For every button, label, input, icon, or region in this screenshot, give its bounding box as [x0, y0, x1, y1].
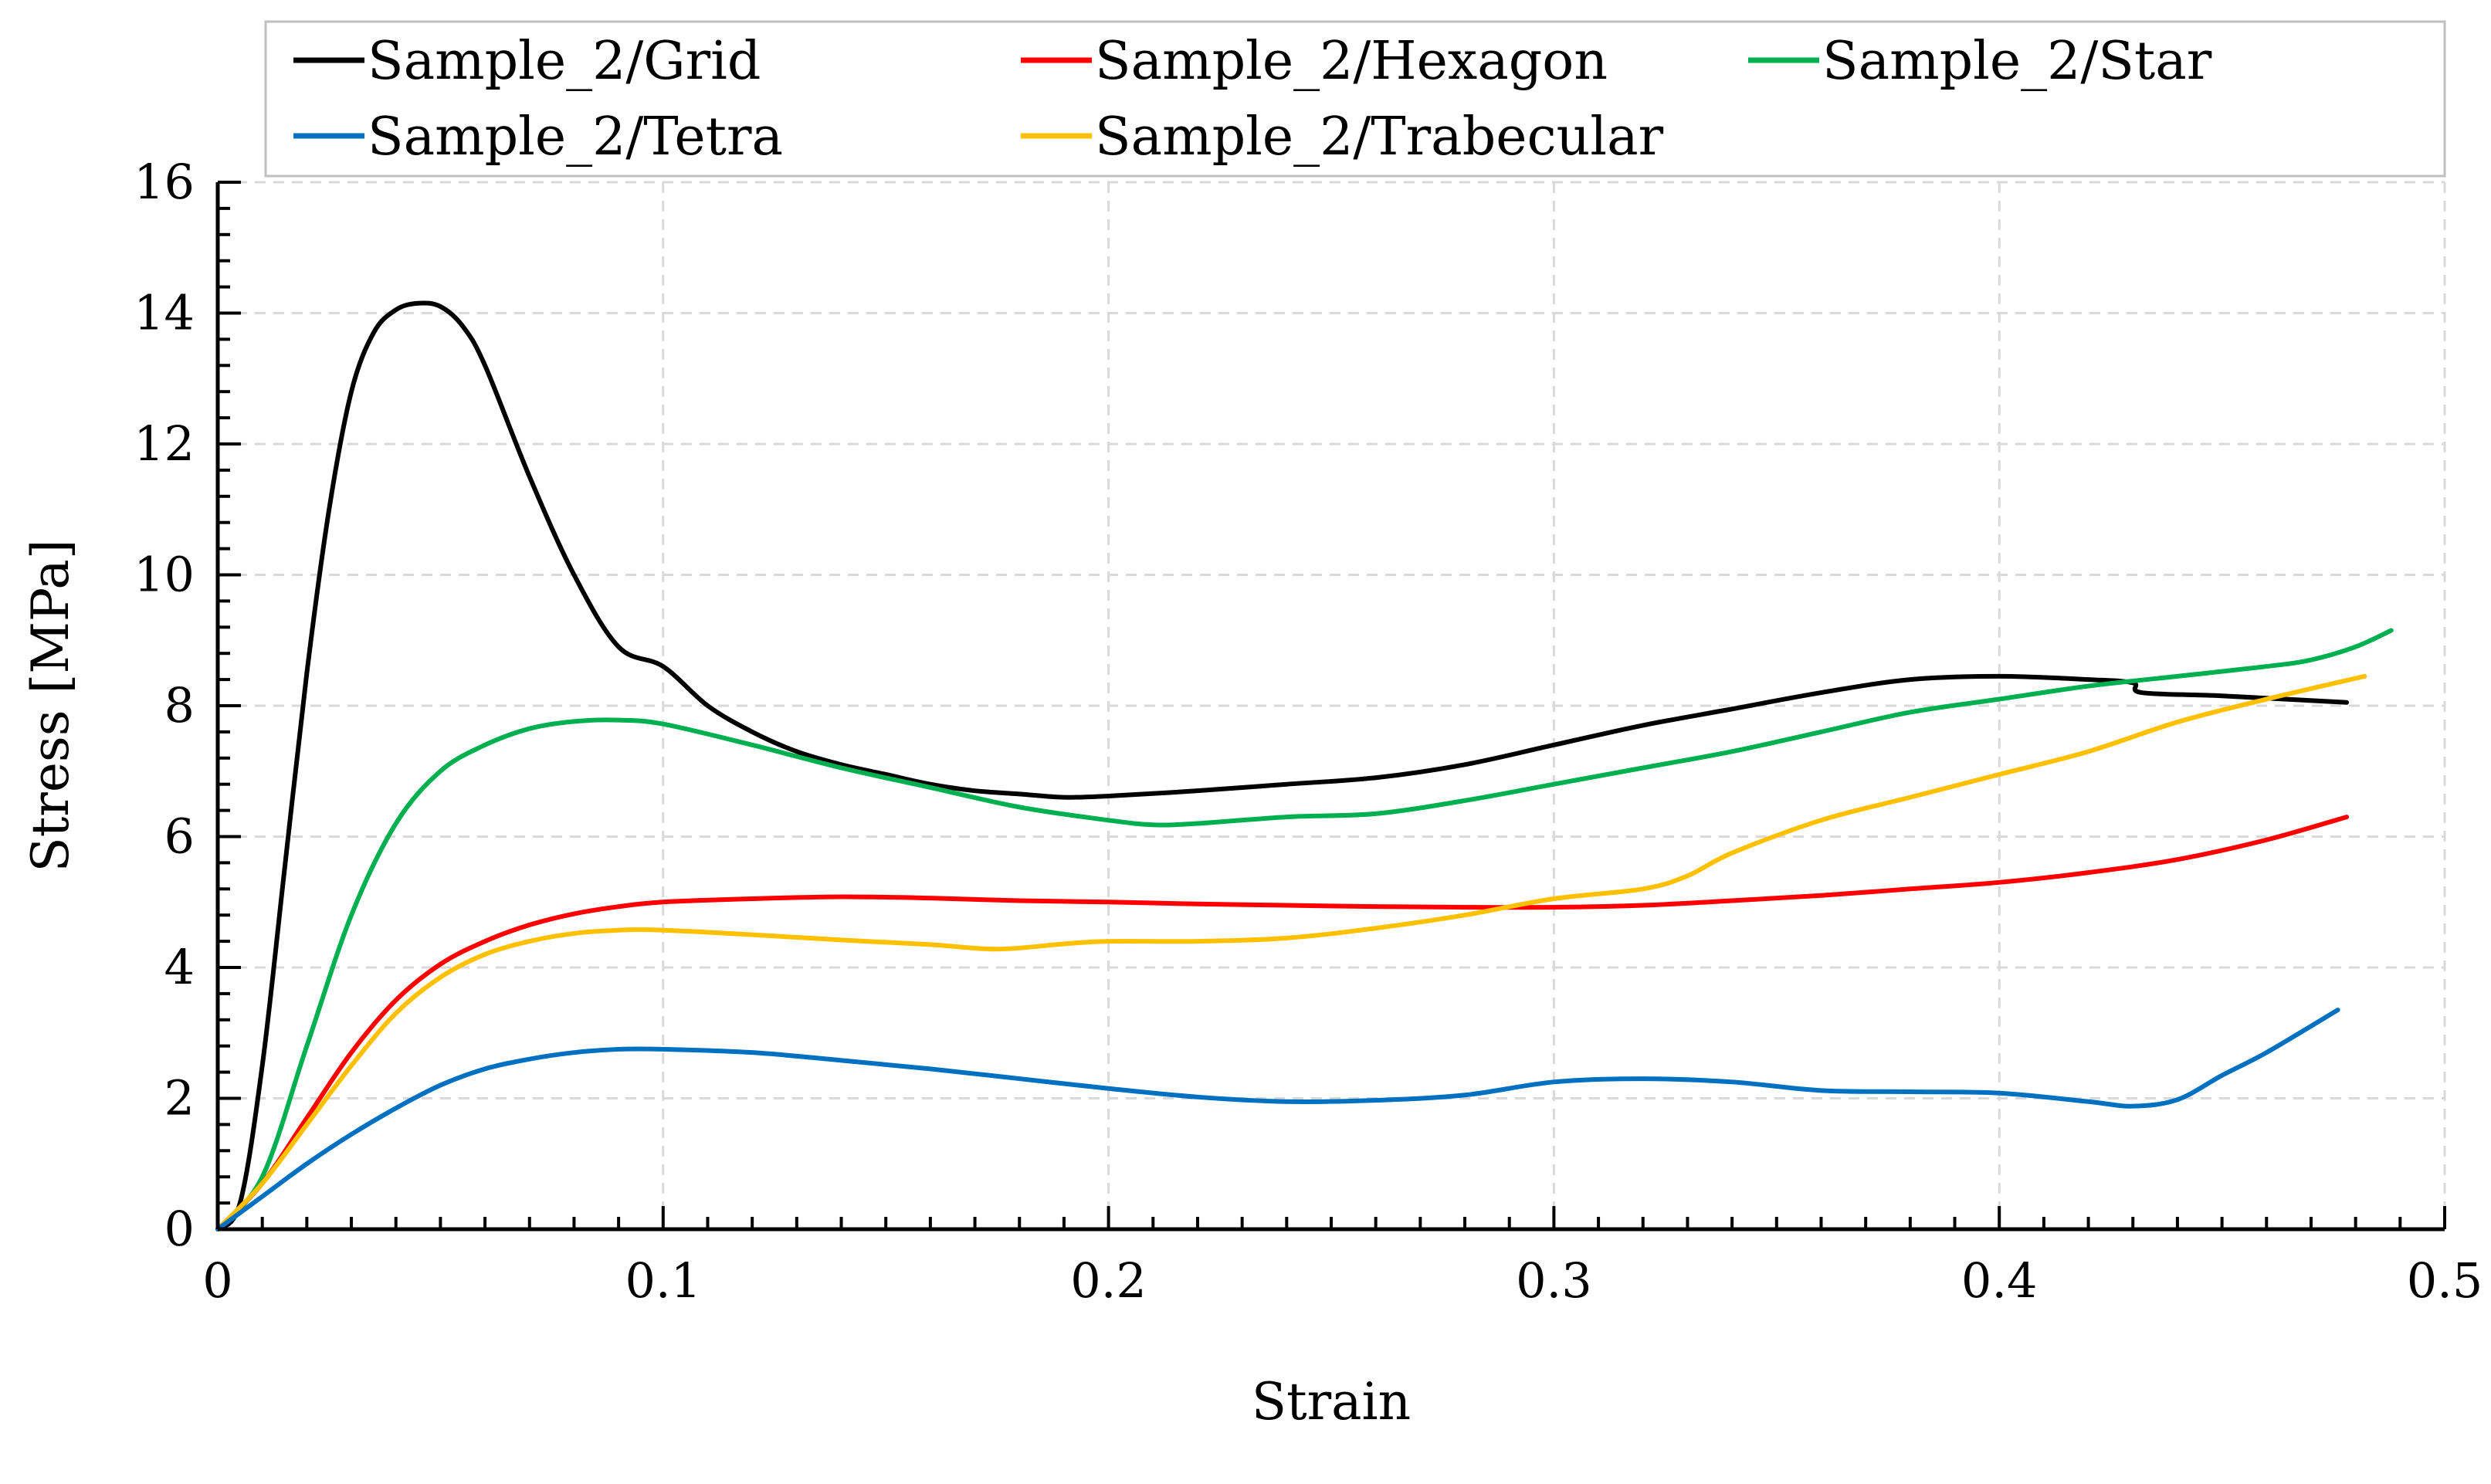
x-tick-label: 0.3	[1516, 1252, 1592, 1309]
series-lines	[215, 300, 2394, 1232]
series-line-tetra	[215, 1008, 2340, 1232]
x-tick-label: 0	[202, 1252, 232, 1309]
y-tick-label: 2	[164, 1070, 195, 1127]
y-tick-label: 0	[164, 1201, 195, 1257]
y-tick-label: 4	[164, 939, 195, 995]
x-tick-label: 0.2	[1070, 1252, 1147, 1309]
y-tick-label: 12	[134, 415, 195, 472]
series-line-hexagon	[215, 815, 2350, 1232]
y-tick-label: 8	[164, 677, 195, 734]
y-tick-label: 10	[134, 547, 195, 603]
series-line-grid	[215, 300, 2350, 1232]
tick-labels: 0 0.1 0.2 0.3 0.4 0.5 0 2 4 6 8 10 12 14 16	[134, 154, 2483, 1309]
y-axis-title: Stress [MPa]	[21, 540, 80, 872]
y-tick-label: 6	[164, 808, 195, 865]
series-line-trabecular	[215, 673, 2367, 1232]
legend-label-trabecular: Sample_2/Trabecular	[1095, 107, 1664, 168]
series-line-star	[215, 628, 2394, 1232]
legend-label-hexagon: Sample_2/Hexagon	[1095, 31, 1608, 92]
x-tick-label: 0.1	[625, 1252, 701, 1309]
legend-box	[264, 20, 2446, 178]
grid	[218, 181, 2446, 1229]
x-tick-label: 0.4	[1961, 1252, 2038, 1309]
x-tick-label: 0.5	[2407, 1252, 2483, 1309]
legend-label-star: Sample_2/Star	[1822, 31, 2212, 92]
legend-label-grid: Sample_2/Grid	[368, 31, 761, 92]
y-tick-label: 16	[134, 154, 195, 210]
legend-label-tetra: Sample_2/Tetra	[368, 107, 783, 168]
ticks	[216, 181, 2446, 1231]
y-tick-label: 14	[134, 285, 195, 341]
x-axis-title: Strain	[1252, 1372, 1411, 1431]
legend: Sample_2/Grid Sample_2/Hexagon Sample_2/St…	[264, 20, 2446, 178]
